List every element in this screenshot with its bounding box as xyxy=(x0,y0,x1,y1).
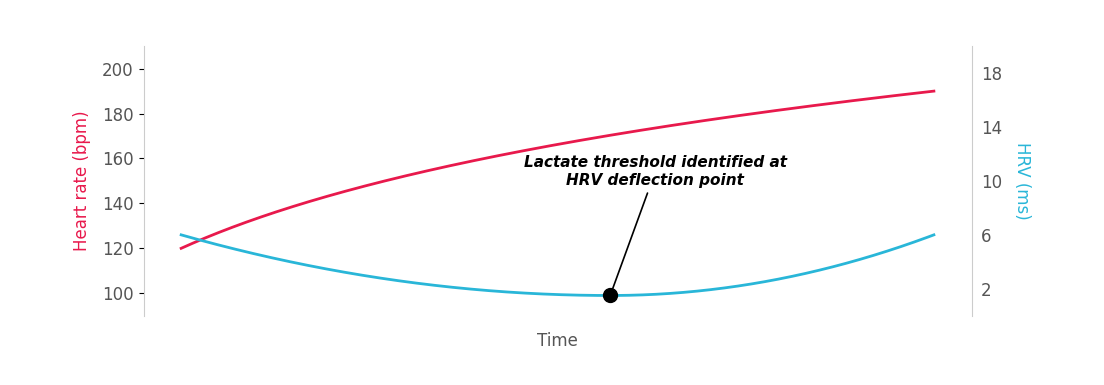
X-axis label: Time: Time xyxy=(537,332,578,350)
Y-axis label: HRV (ms): HRV (ms) xyxy=(1013,142,1031,220)
Y-axis label: Heart rate (bpm): Heart rate (bpm) xyxy=(73,110,91,251)
Text: Lactate threshold identified at
HRV deflection point: Lactate threshold identified at HRV defl… xyxy=(524,155,787,293)
